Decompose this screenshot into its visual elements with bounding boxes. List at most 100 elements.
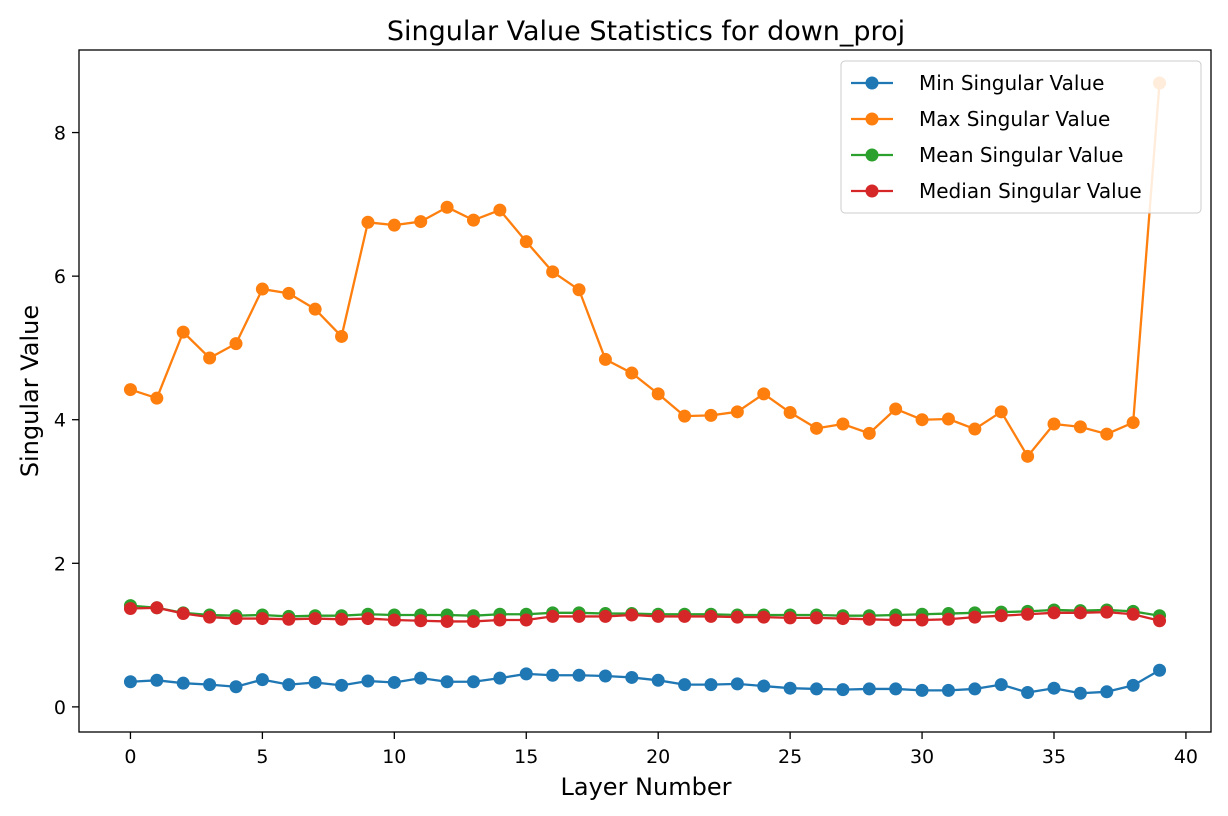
series-0 xyxy=(123,663,1167,700)
x-tick-label: 5 xyxy=(256,746,268,768)
data-point xyxy=(1100,427,1114,441)
data-point xyxy=(150,601,164,615)
data-point xyxy=(757,610,771,624)
data-point xyxy=(1153,663,1167,677)
legend-marker xyxy=(865,76,879,90)
data-point xyxy=(361,612,375,626)
data-point xyxy=(519,235,533,249)
data-point xyxy=(968,422,982,436)
data-point xyxy=(519,613,533,627)
data-point xyxy=(941,612,955,626)
data-point xyxy=(994,678,1008,692)
data-point xyxy=(123,383,137,397)
data-point xyxy=(836,683,850,697)
legend-marker xyxy=(865,112,879,126)
x-axis-label: Layer Number xyxy=(561,773,732,801)
data-point xyxy=(730,677,744,691)
legend-box xyxy=(840,60,1202,214)
data-point xyxy=(862,612,876,626)
data-point xyxy=(546,609,560,623)
data-point xyxy=(1073,606,1087,620)
data-point xyxy=(651,387,665,401)
data-point xyxy=(282,286,296,300)
data-point xyxy=(1021,686,1035,700)
data-point xyxy=(915,613,929,627)
data-point xyxy=(968,682,982,696)
data-point xyxy=(335,612,349,626)
data-point xyxy=(229,612,243,626)
data-point xyxy=(572,609,586,623)
data-point xyxy=(1100,685,1114,699)
y-axis-label: Singular Value xyxy=(16,305,44,477)
data-point xyxy=(414,671,428,685)
data-point xyxy=(651,673,665,687)
data-point xyxy=(598,352,612,366)
data-point xyxy=(889,613,903,627)
legend-label: Min Singular Value xyxy=(919,71,1104,95)
data-point xyxy=(598,669,612,683)
data-point xyxy=(704,609,718,623)
data-point xyxy=(176,676,190,690)
data-point xyxy=(1073,686,1087,700)
legend-item: Median Singular Value xyxy=(851,179,1142,203)
y-tick-label: 0 xyxy=(54,697,66,719)
data-point xyxy=(651,609,665,623)
data-point xyxy=(466,614,480,628)
legend-marker xyxy=(865,148,879,162)
legend-label: Mean Singular Value xyxy=(919,143,1123,167)
data-point xyxy=(229,337,243,351)
data-point xyxy=(1047,606,1061,620)
data-point xyxy=(361,215,375,229)
x-tick-label: 0 xyxy=(124,746,136,768)
data-point xyxy=(783,406,797,420)
legend-label: Max Singular Value xyxy=(919,107,1110,131)
data-point xyxy=(414,215,428,229)
data-point xyxy=(466,675,480,689)
data-point xyxy=(335,329,349,343)
x-tick-label: 35 xyxy=(1042,746,1066,768)
data-point xyxy=(203,678,217,692)
series-line xyxy=(130,669,1161,695)
data-point xyxy=(440,200,454,214)
data-point xyxy=(1047,417,1061,431)
data-point xyxy=(466,213,480,227)
data-point xyxy=(282,678,296,692)
legend-item: Max Singular Value xyxy=(851,107,1110,131)
y-axis-ticks: 0 2 4 6 8 xyxy=(54,123,79,719)
data-point xyxy=(387,218,401,232)
data-point xyxy=(757,679,771,693)
data-point xyxy=(757,387,771,401)
data-point xyxy=(176,325,190,339)
data-point xyxy=(335,678,349,692)
y-tick-label: 8 xyxy=(54,123,66,145)
data-point xyxy=(704,678,718,692)
data-point xyxy=(1047,681,1061,695)
data-point xyxy=(203,351,217,365)
data-point xyxy=(176,607,190,621)
y-tick-label: 4 xyxy=(54,410,66,432)
chart-title: Singular Value Statistics for down_proj xyxy=(387,16,905,47)
data-point xyxy=(1126,607,1140,621)
data-point xyxy=(915,683,929,697)
data-point xyxy=(889,402,903,416)
data-point xyxy=(387,613,401,627)
x-tick-label: 15 xyxy=(514,746,538,768)
data-point xyxy=(440,614,454,628)
data-point xyxy=(440,675,454,689)
data-point xyxy=(546,668,560,682)
legend: Min Singular Value Max Singular Value Mean… xyxy=(840,60,1202,214)
data-point xyxy=(150,673,164,687)
data-point xyxy=(862,682,876,696)
data-point xyxy=(1021,607,1035,621)
data-point xyxy=(255,673,269,687)
data-point xyxy=(783,681,797,695)
data-point xyxy=(150,391,164,405)
data-point xyxy=(361,674,375,688)
data-point xyxy=(810,682,824,696)
data-point xyxy=(1126,416,1140,430)
data-point xyxy=(493,203,507,217)
data-point xyxy=(783,611,797,625)
data-point xyxy=(625,608,639,622)
data-point xyxy=(493,613,507,627)
data-point xyxy=(836,612,850,626)
